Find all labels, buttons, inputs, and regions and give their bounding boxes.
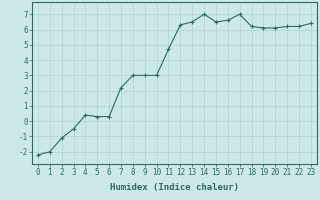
X-axis label: Humidex (Indice chaleur): Humidex (Indice chaleur)	[110, 183, 239, 192]
